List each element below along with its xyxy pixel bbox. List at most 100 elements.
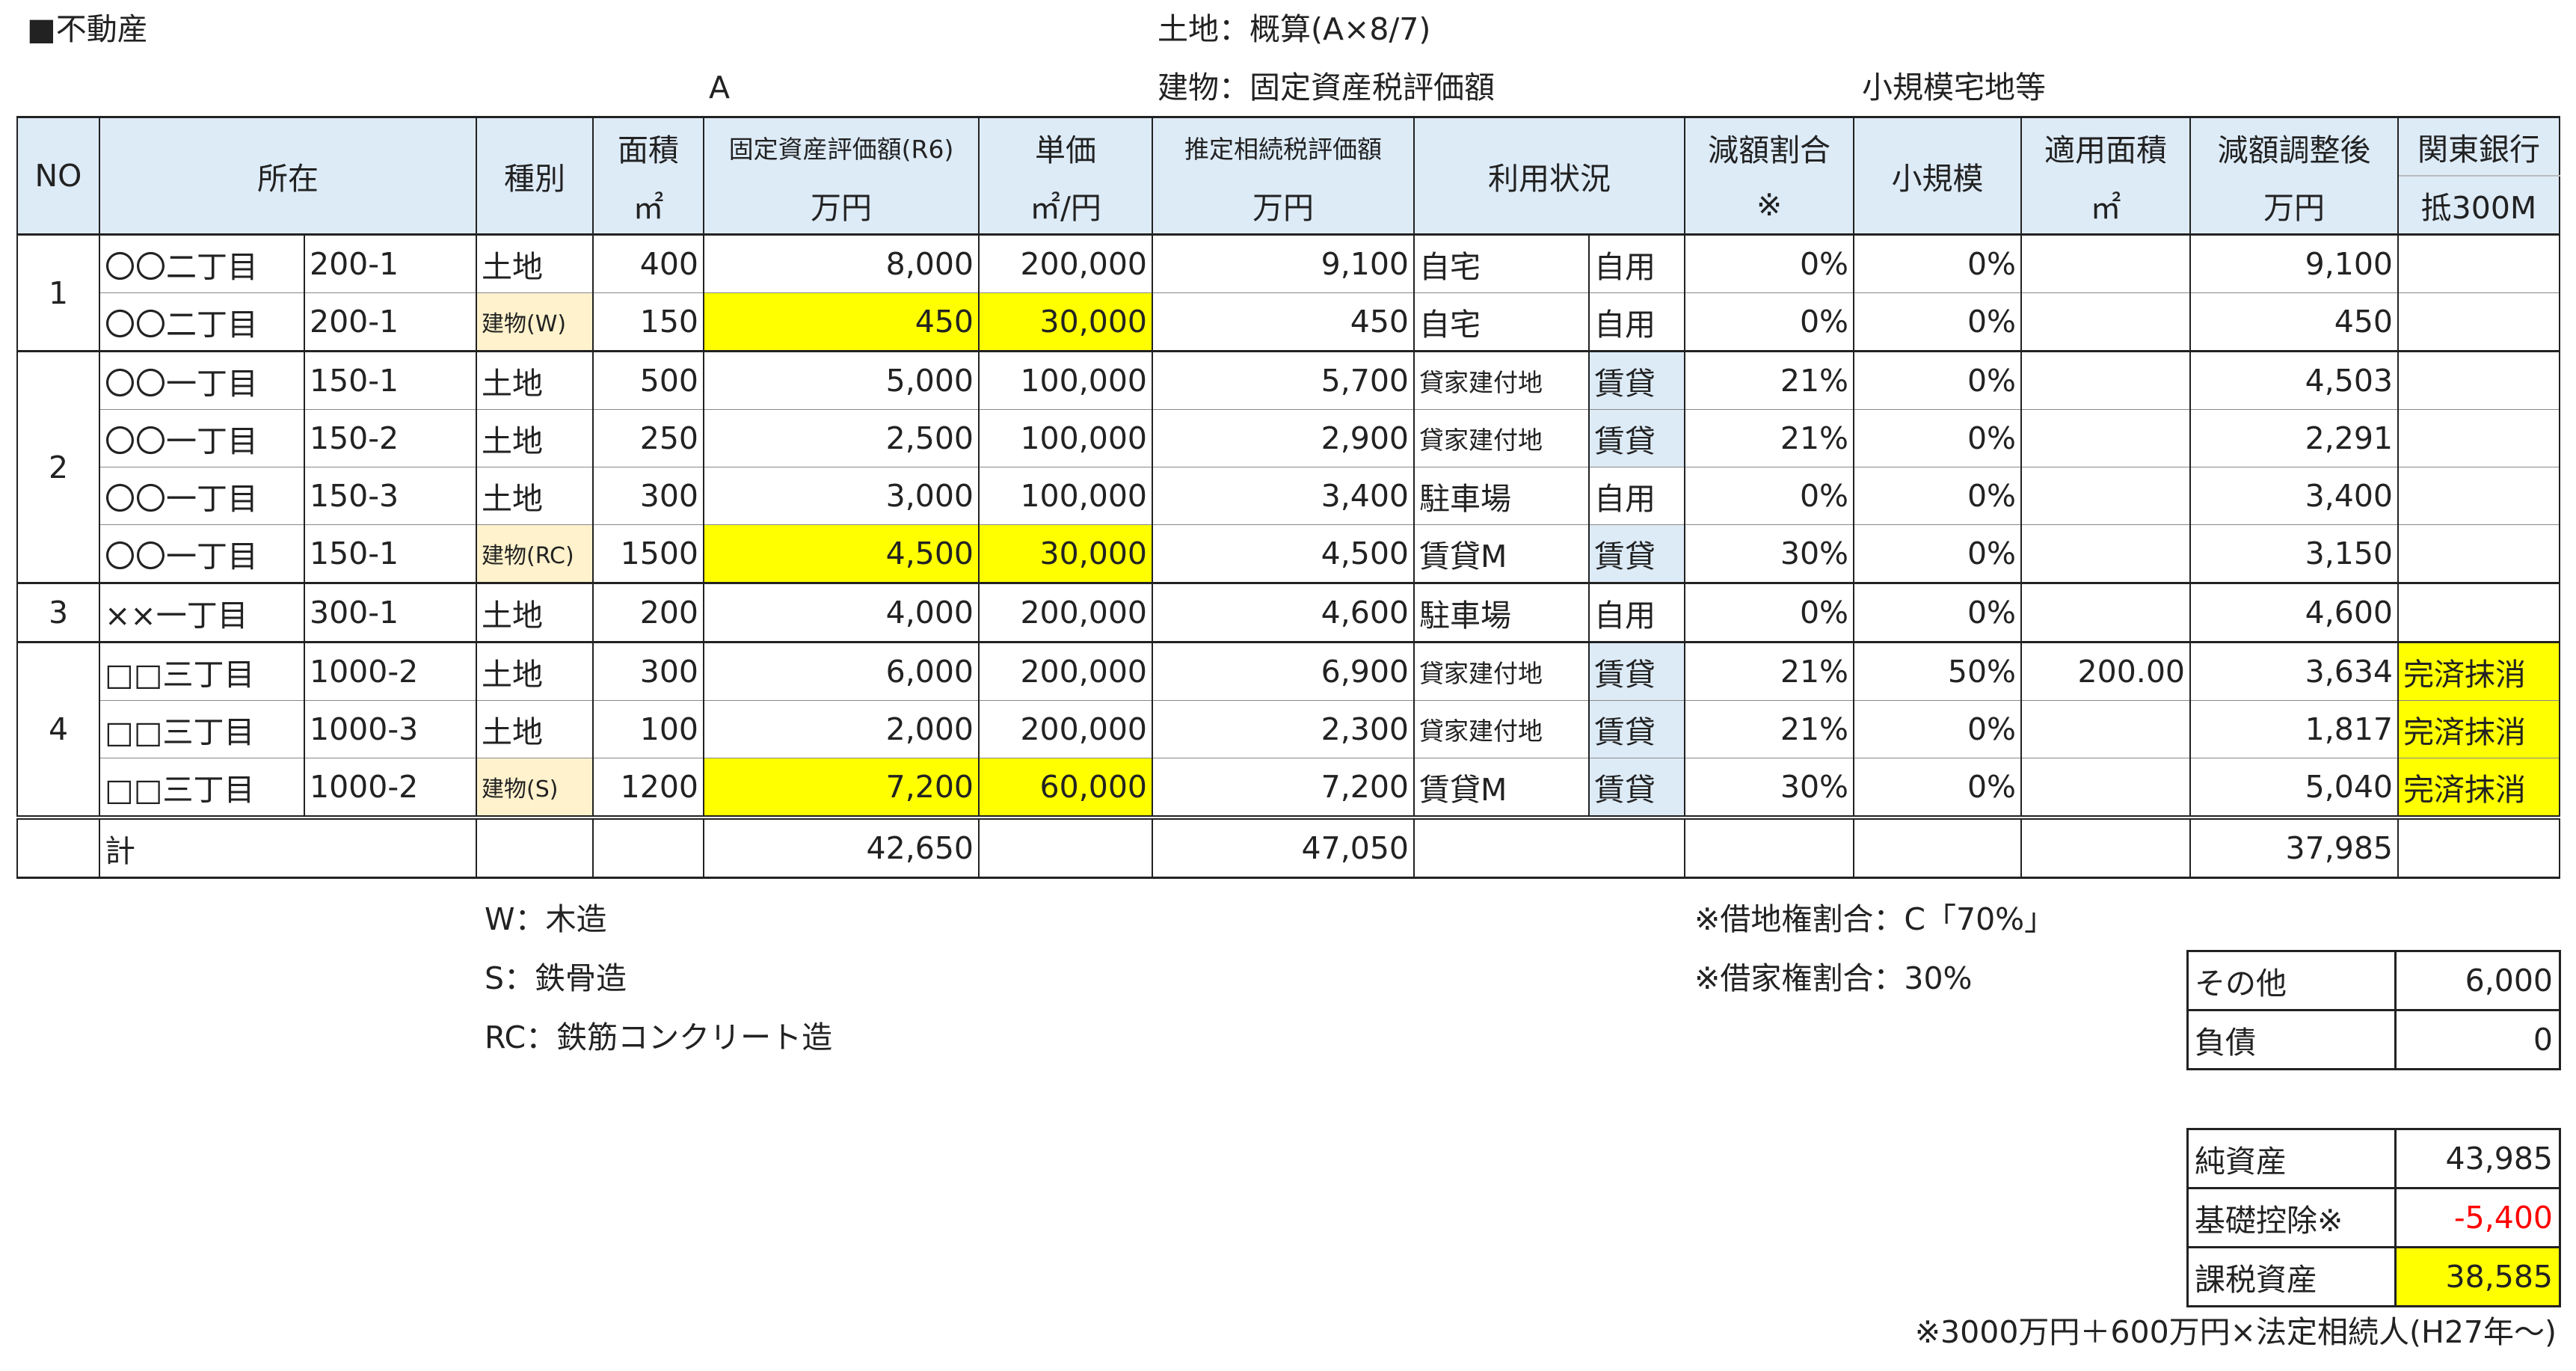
cell-small-scale-rate: 50%	[1853, 641, 2022, 701]
table-row: 〇〇一丁目 150-2 土地 250 2,500 100,000 2,900 貸家建付地 賃貸 2…	[17, 409, 2560, 467]
cell-bank-status	[2397, 582, 2560, 642]
cell-fixed-asset-value: 7,200	[703, 758, 980, 818]
cell-adjusted-value: 9,100	[2189, 233, 2399, 293]
cell-unit-price: 200,000	[978, 641, 1153, 701]
empty-cell	[592, 815, 704, 879]
empty-cell	[2020, 815, 2191, 879]
legend-wood: W：木造	[485, 901, 607, 937]
other-liabilities-table: その他 6,000 負債 0	[2186, 950, 2561, 1070]
cell-location: 〇〇一丁目	[99, 409, 305, 467]
cell-type: 建物(S)	[476, 758, 594, 818]
net-assets-row: 純資産 43,985	[2186, 1128, 2561, 1189]
net-assets-label: 純資産	[2186, 1128, 2397, 1189]
basic-deduction-label: 基礎控除※	[2186, 1187, 2397, 1248]
empty-cell	[2397, 815, 2560, 879]
cell-lot-number: 1000-3	[304, 700, 477, 758]
cell-usage: 駐車場	[1413, 582, 1590, 642]
cell-group-no: 3	[16, 582, 100, 643]
net-assets-value: 43,985	[2394, 1128, 2561, 1189]
other-label: その他	[2186, 950, 2397, 1011]
cell-usage: 賃貸M	[1413, 524, 1590, 583]
cell-fixed-asset-value: 2,500	[703, 409, 980, 467]
cell-area: 100	[592, 700, 704, 758]
cell-type: 土地	[476, 641, 594, 701]
note-building-valuation: 建物：固定資産税評価額	[1158, 70, 1495, 105]
total-label: 計	[99, 815, 477, 879]
cell-type: 土地	[476, 350, 594, 410]
cell-adjusted-value: 5,040	[2189, 758, 2399, 818]
cell-small-scale-rate: 0%	[1853, 467, 2022, 525]
header-bank-mortgage: 抵300M	[2397, 176, 2560, 236]
cell-adjusted-value: 4,503	[2189, 350, 2399, 410]
other-value: 6,000	[2394, 950, 2561, 1011]
table-row: 〇〇一丁目 150-1 建物(RC) 1500 4,500 30,000 4,500 賃貸M 賃…	[17, 524, 2560, 583]
cell-applied-area	[2020, 350, 2191, 410]
empty-cell	[1684, 815, 1854, 879]
note-leasehold-ratio: ※借地権割合：C「70%」	[1694, 901, 2056, 937]
header-location: 所在	[99, 116, 477, 236]
cell-reduction-rate: 21%	[1684, 409, 1854, 467]
legend-steel: S：鉄骨造	[485, 960, 627, 996]
cell-location: 〇〇一丁目	[99, 350, 305, 410]
debt-row: 負債 0	[2186, 1009, 2561, 1070]
cell-small-scale-rate: 0%	[1853, 233, 2022, 293]
header-fixed-asset-value: 固定資産評価額(R6)	[703, 116, 980, 176]
cell-usage-category: 自用	[1588, 467, 1685, 525]
cell-applied-area	[2020, 758, 2191, 818]
cell-bank-status: 完済抹消	[2397, 758, 2560, 818]
cell-adjusted-value: 3,634	[2189, 641, 2399, 701]
cell-adjusted-value: 3,150	[2189, 524, 2399, 583]
cell-location: □□三丁目	[99, 758, 305, 818]
cell-usage: 自宅	[1413, 292, 1590, 352]
cell-reduction-rate: 0%	[1684, 292, 1854, 352]
cell-adjusted-value: 4,600	[2189, 582, 2399, 642]
cell-reduction-rate: 30%	[1684, 524, 1854, 583]
cell-group-no: 4	[16, 641, 100, 819]
cell-usage-category: 賃貸	[1588, 641, 1685, 701]
cell-usage-category: 自用	[1588, 292, 1685, 352]
cell-adjusted-value: 2,291	[2189, 409, 2399, 467]
cell-usage: 貸家建付地	[1413, 409, 1590, 467]
cell-area: 400	[592, 233, 704, 293]
cell-bank-status: 完済抹消	[2397, 700, 2560, 758]
cell-location: 〇〇一丁目	[99, 524, 305, 583]
cell-type: 土地	[476, 700, 594, 758]
cell-bank-status	[2397, 233, 2560, 293]
table-row: 4 □□三丁目 1000-2 土地 300 6,000 200,000 6,900 貸家建付地賃…	[16, 641, 2560, 819]
table-row: 〇〇二丁目 200-1 建物(W) 150 450 30,000 450 自宅 自用 0% 0% 45…	[17, 292, 2560, 352]
cell-inheritance-value: 2,900	[1152, 409, 1415, 467]
header-reduction-rate: 減額割合	[1684, 116, 1854, 176]
header-inheritance-value: 推定相続税評価額	[1152, 116, 1415, 176]
header-usage: 利用状況	[1413, 116, 1685, 236]
cell-location: □□三丁目	[99, 700, 305, 758]
cell-inheritance-value: 5,700	[1152, 350, 1415, 410]
cell-usage-category: 賃貸	[1588, 524, 1685, 583]
cell-applied-area	[2020, 467, 2191, 525]
cell-unit-price: 100,000	[978, 409, 1153, 467]
other-row: その他 6,000	[2186, 950, 2561, 1011]
cell-area: 300	[592, 641, 704, 701]
cell-usage-category: 賃貸	[1588, 700, 1685, 758]
cell-bank-status: 完済抹消	[2397, 641, 2560, 701]
cell-type: 建物(RC)	[476, 524, 594, 583]
cell-reduction-rate: 21%	[1684, 350, 1854, 410]
cell-area: 200	[592, 582, 704, 642]
cell-reduction-rate: 21%	[1684, 700, 1854, 758]
real-estate-table: NO 所在 種別 面積 固定資産評価額(R6) 単価 推定相続税評価額 利用状況…	[16, 116, 2560, 879]
cell-unit-price: 30,000	[978, 292, 1153, 352]
cell-unit-price: 30,000	[978, 524, 1153, 583]
total-inheritance-value: 47,050	[1152, 815, 1415, 879]
cell-inheritance-value: 9,100	[1152, 233, 1415, 293]
cell-fixed-asset-value: 450	[703, 292, 980, 352]
cell-usage: 賃貸M	[1413, 758, 1590, 818]
header-reduction-note: ※	[1684, 176, 1854, 236]
cell-area: 150	[592, 292, 704, 352]
basic-deduction-value: -5,400	[2394, 1187, 2561, 1248]
cell-unit-price: 200,000	[978, 582, 1153, 642]
table-row: 2 〇〇一丁目 150-1 土地 500 5,000 100,000 5,700 貸家建付地 賃貸…	[16, 350, 2560, 584]
cell-bank-status	[2397, 409, 2560, 467]
header-small-scale: 小規模	[1853, 116, 2022, 236]
debt-value: 0	[2394, 1009, 2561, 1070]
deduction-footnote: ※3000万円＋600万円×法定相続人(H27年〜)	[1914, 1314, 2557, 1350]
cell-bank-status	[2397, 467, 2560, 525]
